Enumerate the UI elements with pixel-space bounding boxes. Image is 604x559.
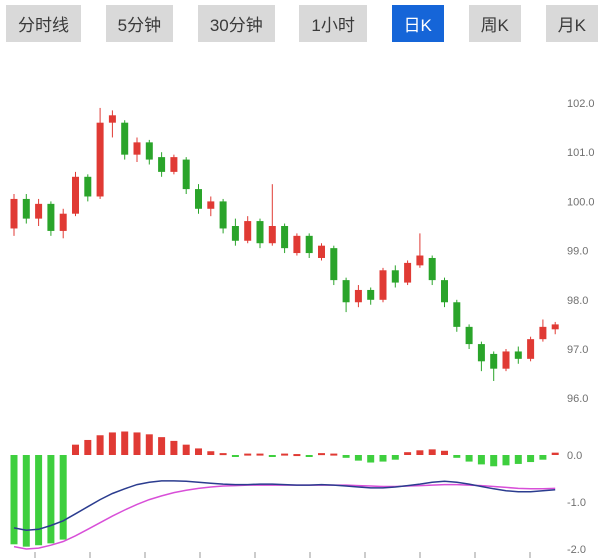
svg-text:102.0: 102.0 [567, 98, 595, 110]
svg-text:96.0: 96.0 [567, 393, 588, 405]
svg-text:101.0: 101.0 [567, 147, 595, 159]
macd-lines-layer [13, 480, 556, 550]
right-axis-labels: 102.0 101.0 100.0 99.0 98.0 97.0 96.0 0.0 -1.0 -2… [567, 98, 595, 556]
tab-timeshare[interactable]: 分时线 [6, 5, 81, 42]
timeframe-tabs: 分时线 5分钟 30分钟 1小时 日K 周K 月K [0, 0, 604, 42]
kline-chart-area[interactable]: 102.0 101.0 100.0 99.0 98.0 97.0 96.0 0.0 -1.0 -2… [0, 43, 604, 559]
tab-daily-k[interactable]: 日K [391, 5, 444, 42]
svg-text:100.0: 100.0 [567, 196, 595, 208]
tab-5min[interactable]: 5分钟 [105, 5, 174, 42]
macd-histogram-layer [10, 431, 559, 547]
svg-text:-2.0: -2.0 [567, 544, 586, 556]
candlestick-macd-chart: 102.0 101.0 100.0 99.0 98.0 97.0 96.0 0.0 -1.0 -2… [10, 98, 595, 558]
tab-weekly-k[interactable]: 周K [468, 5, 521, 42]
tab-30min[interactable]: 30分钟 [197, 5, 275, 42]
svg-text:97.0: 97.0 [567, 344, 588, 356]
svg-text:98.0: 98.0 [567, 295, 588, 307]
tab-monthly-k[interactable]: 月K [545, 5, 598, 42]
svg-text:0.0: 0.0 [567, 450, 582, 462]
x-axis-ticks [34, 552, 531, 558]
tab-1hour[interactable]: 1小时 [299, 5, 367, 42]
candles-layer [10, 107, 559, 381]
svg-text:-1.0: -1.0 [567, 497, 586, 509]
svg-text:99.0: 99.0 [567, 246, 588, 258]
